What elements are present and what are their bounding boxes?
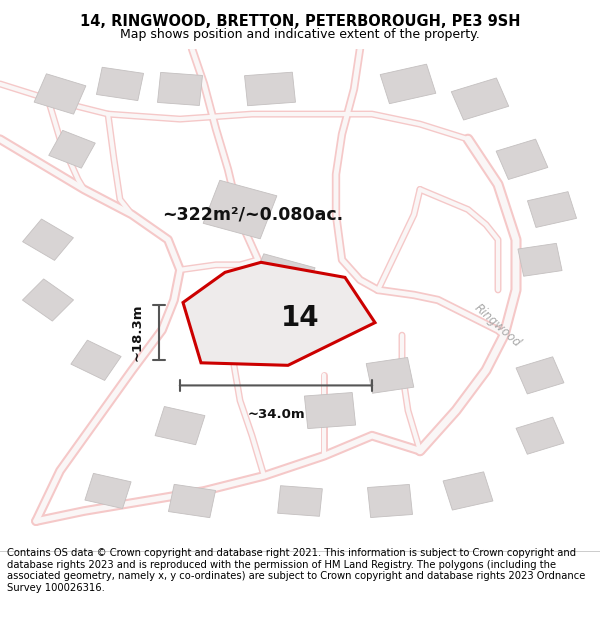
Polygon shape xyxy=(158,72,202,106)
Polygon shape xyxy=(23,219,73,261)
Polygon shape xyxy=(97,68,143,101)
Polygon shape xyxy=(85,473,131,509)
Polygon shape xyxy=(169,484,215,518)
Text: ~18.3m: ~18.3m xyxy=(131,304,144,361)
Polygon shape xyxy=(183,262,375,366)
Polygon shape xyxy=(203,180,277,239)
Polygon shape xyxy=(34,74,86,114)
Polygon shape xyxy=(516,417,564,454)
Text: 14: 14 xyxy=(281,304,319,332)
Text: ~34.0m: ~34.0m xyxy=(247,408,305,421)
Polygon shape xyxy=(22,279,74,321)
Polygon shape xyxy=(451,78,509,120)
Polygon shape xyxy=(366,357,414,393)
Polygon shape xyxy=(527,192,577,228)
Polygon shape xyxy=(71,340,121,381)
Polygon shape xyxy=(155,406,205,445)
Polygon shape xyxy=(516,357,564,394)
Polygon shape xyxy=(245,72,295,106)
Text: ~322m²/~0.080ac.: ~322m²/~0.080ac. xyxy=(162,206,343,224)
Text: Ringwood: Ringwood xyxy=(472,301,524,349)
Polygon shape xyxy=(304,392,356,429)
Text: Contains OS data © Crown copyright and database right 2021. This information is : Contains OS data © Crown copyright and d… xyxy=(7,548,586,593)
Text: Map shows position and indicative extent of the property.: Map shows position and indicative extent… xyxy=(120,28,480,41)
Polygon shape xyxy=(518,243,562,276)
Polygon shape xyxy=(380,64,436,104)
Polygon shape xyxy=(496,139,548,179)
Polygon shape xyxy=(368,484,412,518)
Text: 14, RINGWOOD, BRETTON, PETERBOROUGH, PE3 9SH: 14, RINGWOOD, BRETTON, PETERBOROUGH, PE3… xyxy=(80,14,520,29)
Polygon shape xyxy=(249,254,315,306)
Polygon shape xyxy=(49,131,95,168)
Polygon shape xyxy=(278,486,322,516)
Polygon shape xyxy=(443,472,493,510)
